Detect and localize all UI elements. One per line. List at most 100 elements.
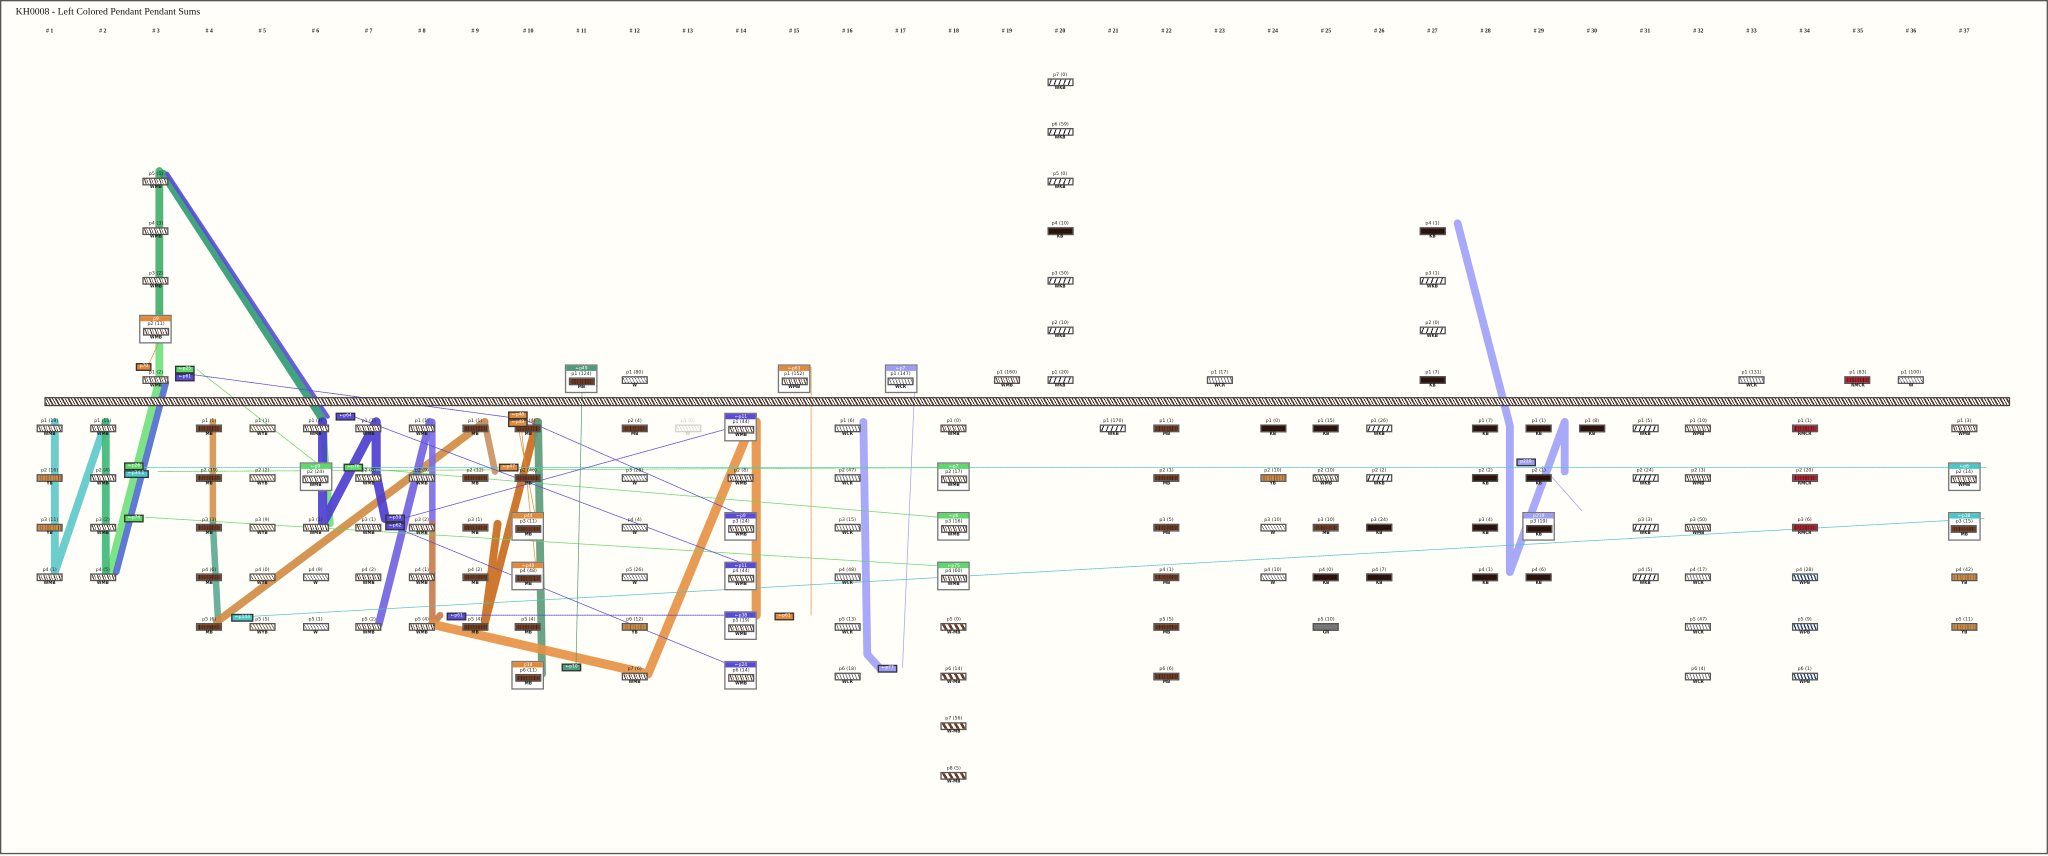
pendant[interactable]: p2 (3) WMB bbox=[1685, 468, 1712, 486]
pendant[interactable]: p9 p2 (11) WMB bbox=[139, 314, 173, 344]
pendant[interactable]: p2 (16) YB bbox=[36, 468, 63, 486]
pendant[interactable]: p2 (2) WYB bbox=[249, 468, 276, 486]
pendant[interactable]: p3 (1) WMB bbox=[302, 518, 329, 536]
pendant[interactable]: p3 (4) KB bbox=[1472, 518, 1499, 536]
pendant[interactable]: p1 (7) KB bbox=[1419, 370, 1446, 388]
link-tag[interactable]: ←p7 bbox=[885, 365, 916, 372]
pendant[interactable]: p2 (10) WKB bbox=[1047, 320, 1074, 338]
pendant[interactable]: p2 (1) MB bbox=[1153, 468, 1180, 486]
pendant[interactable]: p4 (2) WMB bbox=[355, 567, 382, 585]
pendant[interactable]: p6 (6) MB bbox=[1153, 667, 1180, 684]
pendant[interactable]: p2 (24) WKB bbox=[1632, 468, 1659, 486]
pendant[interactable]: p2 (10) YB bbox=[1259, 468, 1286, 486]
pendant[interactable]: p1 (80) W bbox=[621, 370, 648, 388]
pendant[interactable]: p1 (26) WKB bbox=[1366, 418, 1393, 436]
pendant[interactable]: p219 p3 (19) KB bbox=[1522, 511, 1556, 541]
pendant[interactable]: p3 (1) WKB bbox=[1419, 271, 1446, 289]
pendant[interactable]: p7 (6) WMB bbox=[621, 667, 648, 684]
pendant[interactable]: p5 (0) WKB bbox=[1047, 172, 1074, 189]
pendant[interactable]: p3 (50) WMB bbox=[1685, 518, 1712, 536]
pendant[interactable]: p1 (170) WKB bbox=[1100, 418, 1127, 436]
pendant[interactable]: ←p24 p6 (14) WMB bbox=[724, 660, 758, 690]
link-tag[interactable]: ←p9 bbox=[726, 513, 757, 520]
link-tag[interactable]: ←p46 bbox=[508, 411, 529, 420]
pendant[interactable]: p44 p3 (11) MB bbox=[511, 511, 545, 541]
pendant[interactable]: p4 (2) MB bbox=[462, 567, 489, 585]
pendant[interactable]: p2 (19) MB bbox=[196, 468, 223, 486]
pendant[interactable]: p1 (4) WMB bbox=[302, 418, 329, 436]
pendant[interactable]: p4 (1) WMB bbox=[408, 567, 435, 585]
pendant[interactable]: p6 (14) W-MB bbox=[940, 667, 967, 684]
pendant[interactable]: p7 (56) W-MB bbox=[940, 716, 967, 734]
pendant[interactable]: p1 (2) WMB bbox=[142, 370, 170, 388]
link-tag[interactable]: p219 bbox=[1523, 513, 1554, 520]
pendant[interactable]: p1 (3) WMB bbox=[1951, 418, 1978, 436]
pendant[interactable]: p3 (11) YB bbox=[36, 518, 63, 536]
pendant[interactable]: p3 (3) MB bbox=[196, 518, 223, 536]
pendant[interactable]: ←p7 p2 (17) WMB bbox=[937, 462, 971, 492]
pendant[interactable]: p4 (10) W bbox=[1259, 567, 1286, 585]
pendant[interactable]: p5 (6) MB bbox=[196, 617, 223, 635]
pendant[interactable]: p1 (1) KB bbox=[1525, 418, 1552, 436]
pendant[interactable]: p1 (11) WMB bbox=[89, 418, 116, 436]
link-tag[interactable]: ←p47 bbox=[498, 463, 519, 472]
pendant[interactable]: ←p11 p4 (44) WMB bbox=[724, 561, 758, 591]
pendant[interactable]: p5 (9) WPB bbox=[1791, 617, 1818, 635]
pendant[interactable]: ←p63 p1 (152) WMB bbox=[777, 364, 811, 394]
pendant[interactable]: p3 (3) WKB bbox=[1632, 518, 1659, 536]
link-tag[interactable]: ←p26 bbox=[124, 462, 145, 471]
link-tag[interactable]: p220 bbox=[1516, 458, 1536, 467]
pendant[interactable]: p3 (2) WMB bbox=[408, 518, 435, 536]
pendant[interactable]: p1 (18) WMB bbox=[36, 418, 63, 436]
pendant[interactable]: p5 (10) GR bbox=[1312, 617, 1340, 635]
pendant[interactable]: p1 (1) MB bbox=[196, 418, 223, 436]
pendant[interactable]: p3 (10) MB bbox=[1312, 518, 1340, 536]
link-tag[interactable]: ←p76 bbox=[343, 463, 364, 472]
pendant[interactable]: p6 (59) WKB bbox=[1047, 122, 1074, 140]
link-tag[interactable]: ←p61 bbox=[175, 373, 196, 382]
pendant[interactable]: p5 (47) WCR bbox=[1685, 617, 1712, 635]
pendant[interactable]: ←p75 p4 (60) WMB bbox=[937, 561, 971, 591]
pendant[interactable]: p6 (1) WPB bbox=[1791, 667, 1818, 684]
link-tag[interactable]: ←p6 bbox=[938, 513, 969, 520]
link-tag[interactable]: ←p77 bbox=[877, 664, 898, 673]
pendant[interactable]: p5 (5) WMB bbox=[142, 172, 170, 189]
pendant[interactable]: p1 (4) MB bbox=[515, 418, 542, 436]
pendant[interactable]: p4 (1) KB bbox=[1419, 221, 1446, 239]
pendant[interactable]: p1 (20) WKB bbox=[1047, 370, 1074, 388]
pendant[interactable]: p4 (6) MB bbox=[196, 567, 223, 585]
link-tag[interactable]: ←p61 bbox=[446, 612, 467, 621]
pendant[interactable]: p5 (5) WYB bbox=[249, 617, 276, 635]
pendant[interactable]: p2 (2) KB bbox=[1472, 468, 1499, 486]
link-tag[interactable]: p9 bbox=[140, 316, 172, 322]
pendant[interactable]: p6 (12) YB bbox=[621, 617, 648, 635]
pendant[interactable]: p2 (2) WKB bbox=[1366, 468, 1393, 486]
link-tag[interactable]: ←p49 bbox=[566, 365, 597, 372]
pendant[interactable]: ←p9 p2 (24) WMB bbox=[299, 462, 332, 492]
link-tag[interactable]: ←p38 bbox=[726, 612, 757, 619]
pendant[interactable]: p4 (17) WCR bbox=[1685, 567, 1712, 585]
pendant[interactable]: p1 (160) WMB bbox=[993, 370, 1021, 388]
pendant[interactable]: p3 (2) WMB bbox=[142, 271, 170, 289]
link-tag[interactable]: p44 bbox=[513, 513, 544, 520]
pendant[interactable]: p5 (4) MB bbox=[462, 617, 489, 635]
link-tag[interactable]: ←p34.1 bbox=[124, 470, 149, 479]
pendant[interactable]: p1 (8) KB bbox=[1578, 418, 1606, 436]
pendant[interactable]: p4 (0) WYB bbox=[249, 567, 276, 585]
link-tag[interactable]: ←p9 bbox=[300, 463, 331, 470]
pendant[interactable]: p5 (5) MB bbox=[1153, 617, 1180, 635]
pendant[interactable]: p2 (1) KB bbox=[1525, 468, 1552, 486]
pendant[interactable]: p3 (10) W bbox=[1259, 518, 1286, 536]
link-tag[interactable]: ←p59 bbox=[385, 514, 406, 523]
pendant[interactable]: p14 p6 (11) MB bbox=[511, 660, 545, 690]
pendant[interactable]: p1 (0) KB bbox=[1259, 418, 1286, 436]
pendant[interactable]: p5 (2) WMB bbox=[355, 617, 382, 635]
link-tag[interactable]: ←p10 bbox=[561, 663, 582, 672]
pendant[interactable]: p5 (1) W bbox=[302, 617, 329, 635]
pendant[interactable]: p3 (6) RMCR bbox=[1791, 518, 1818, 536]
pendant[interactable]: p2 (9) WMB bbox=[408, 468, 435, 486]
pendant[interactable]: p5 (4) MB bbox=[515, 617, 542, 635]
pendant[interactable]: p2 (8) WMB bbox=[727, 468, 755, 486]
pendant[interactable]: p2 (46) MB bbox=[515, 468, 542, 486]
pendant[interactable]: p4 (5) WKB bbox=[1632, 567, 1659, 585]
